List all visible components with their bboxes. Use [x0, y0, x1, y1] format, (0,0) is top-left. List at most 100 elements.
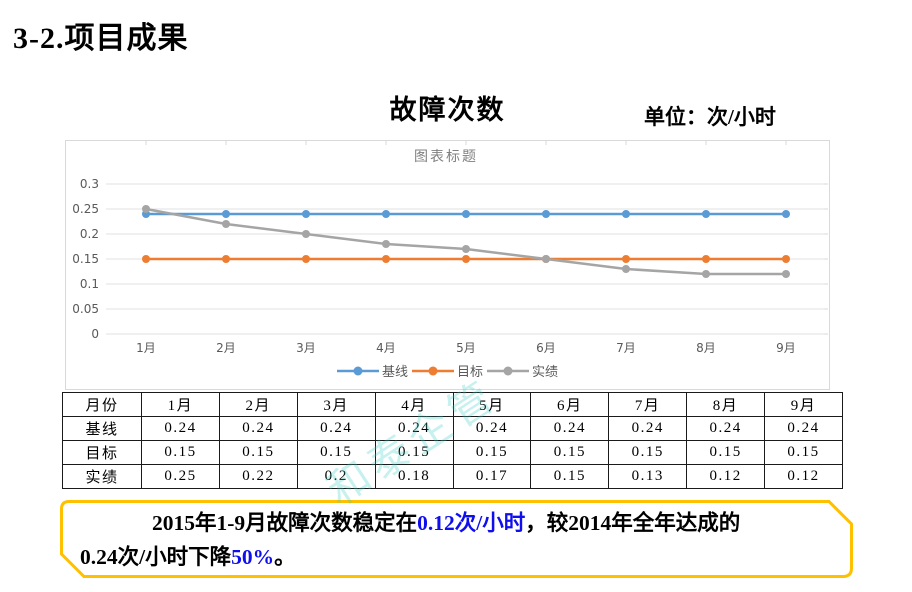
- legend-label: 基线: [381, 365, 408, 380]
- table-cell: 0.24: [141, 416, 220, 441]
- unit-label: 单位：次/小时: [644, 105, 776, 129]
- data-point: [382, 240, 390, 248]
- table-row: 实绩 0.25 0.22 0.2 0.18 0.17 0.15 0.13 0.12 0.12: [62, 464, 843, 489]
- y-axis-tick-label: 0.3: [80, 177, 99, 191]
- summary-text-segment: 。: [274, 545, 296, 569]
- table-cell: 0.15: [530, 464, 610, 489]
- data-point: [302, 210, 310, 218]
- summary-highlight-text: 0.12次/小时: [417, 511, 526, 535]
- summary-highlight-text: 50%: [231, 545, 275, 569]
- table-header-cell: 6月: [530, 392, 610, 417]
- table-cell: 0.15: [452, 440, 532, 465]
- chart-legend: 基线 目标 实绩: [66, 361, 829, 380]
- data-point: [622, 210, 630, 218]
- data-point: [222, 220, 230, 228]
- data-point: [142, 255, 150, 263]
- data-point: [302, 255, 310, 263]
- data-point: [222, 255, 230, 263]
- table-row: 目标 0.15 0.15 0.15 0.15 0.15 0.15 0.15 0.15 0.15: [62, 440, 843, 465]
- legend-marker: [336, 366, 379, 375]
- y-axis-tick-label: 0.2: [80, 227, 99, 241]
- table-row: 基线 0.24 0.24 0.24 0.24 0.24 0.24 0.24 0.24 0.24: [62, 416, 843, 441]
- summary-text: 2015年1-9月故障次数稳定在0.12次/小时，较2014年全年达成的 0.2…: [60, 504, 853, 574]
- chart-inner-title: 图表标题: [414, 149, 478, 165]
- table-header-cell: 月份: [62, 392, 142, 417]
- table-cell: 0.22: [218, 464, 298, 489]
- chart-main-title: 故障次数: [389, 95, 506, 125]
- table-cell: 0.15: [141, 440, 220, 465]
- legend-item-基线: 基线: [336, 361, 408, 380]
- table-header-cell: 2月: [218, 392, 298, 417]
- line-chart-panel: 图表标题 0 0.05 0.1 0.15 0.2 0.25 0.3 1月 2月 3月 4月 5月 6月 7月…: [65, 140, 830, 390]
- summary-text-segment: ，较2014年全年达成的: [525, 511, 741, 535]
- summary-text-segment: 0.24次/小时下降: [80, 545, 232, 569]
- table-cell: 0.15: [296, 440, 376, 465]
- x-axis-tick-label: 7月: [616, 341, 636, 355]
- row-label-cell: 基线: [62, 416, 142, 441]
- y-axis-tick-label: 0.1: [80, 277, 99, 291]
- data-point: [782, 210, 790, 218]
- summary-text-segment: 2015年1-9月故障次数稳定在: [152, 511, 418, 535]
- table-cell: 0.15: [686, 440, 765, 465]
- legend-label: 目标: [456, 365, 483, 380]
- legend-marker: [487, 366, 529, 375]
- table-cell: 0.15: [218, 440, 298, 465]
- y-axis-tick-label: 0: [91, 327, 99, 341]
- data-point: [142, 205, 150, 213]
- x-axis-tick-label: 5月: [456, 341, 476, 355]
- data-point: [462, 245, 470, 253]
- table-cell: 0.24: [374, 416, 454, 441]
- data-point: [542, 210, 550, 218]
- series-line-实绩: [145, 207, 786, 276]
- performance-table: 月份 1月 2月 3月 4月 5月 6月 7月 8月 9月 基线 0.24 0.24 0.24 0.24 0.…: [62, 392, 843, 489]
- table-cell: 0.13: [608, 464, 688, 489]
- table-row: 月份 1月 2月 3月 4月 5月 6月 7月 8月 9月: [62, 392, 843, 417]
- page-title: 3-2.项目成果: [13, 22, 189, 55]
- data-point: [782, 270, 790, 278]
- data-point: [462, 210, 470, 218]
- data-point: [382, 210, 390, 218]
- x-axis-tick-label: 8月: [696, 341, 716, 355]
- x-axis-tick-label: 6月: [536, 341, 556, 355]
- data-point: [302, 230, 310, 238]
- y-axis-tick-label: 0.25: [72, 202, 99, 216]
- x-axis-tick-label: 1月: [136, 341, 156, 355]
- data-point: [462, 255, 470, 263]
- line-chart: 图表标题 0 0.05 0.1 0.15 0.2 0.25 0.3 1月 2月 3月 4月 5月 6月 7月…: [72, 141, 828, 355]
- table-cell: 0.15: [608, 440, 688, 465]
- data-point: [702, 255, 710, 263]
- table-cell: 0.18: [374, 464, 454, 489]
- y-axis-tick-label: 0.15: [72, 252, 99, 266]
- row-label-cell: 目标: [62, 440, 142, 465]
- table-header-cell: 1月: [141, 392, 220, 417]
- table-cell: 0.24: [218, 416, 298, 441]
- table-cell: 0.15: [764, 440, 843, 465]
- table-header-cell: 5月: [452, 392, 532, 417]
- table-header-cell: 4月: [374, 392, 454, 417]
- data-point: [222, 210, 230, 218]
- table-cell: 0.12: [764, 464, 843, 489]
- data-point: [622, 265, 630, 273]
- legend-label: 实绩: [532, 365, 559, 380]
- table-cell: 0.24: [686, 416, 765, 441]
- legend-marker: [411, 366, 454, 375]
- table-header-cell: 9月: [764, 392, 843, 417]
- y-axis-tick-label: 0.05: [72, 302, 99, 316]
- data-point: [782, 255, 790, 263]
- table-header-cell: 8月: [686, 392, 765, 417]
- table-cell: 0.24: [452, 416, 532, 441]
- x-axis-tick-label: 3月: [296, 341, 316, 355]
- table-cell: 0.24: [764, 416, 843, 441]
- table-cell: 0.12: [686, 464, 765, 489]
- row-label-cell: 实绩: [62, 464, 142, 489]
- table-cell: 0.24: [296, 416, 376, 441]
- table-cell: 0.17: [452, 464, 532, 489]
- legend-item-实绩: 实绩: [487, 361, 558, 380]
- table-cell: 0.15: [530, 440, 610, 465]
- legend-item-目标: 目标: [411, 361, 483, 380]
- x-axis-tick-label: 2月: [216, 341, 236, 355]
- table-cell: 0.15: [374, 440, 454, 465]
- table-header-cell: 3月: [296, 392, 376, 417]
- summary-line-2: 0.24次/小时下降50%。: [80, 540, 833, 574]
- summary-box: 2015年1-9月故障次数稳定在0.12次/小时，较2014年全年达成的 0.2…: [60, 500, 853, 578]
